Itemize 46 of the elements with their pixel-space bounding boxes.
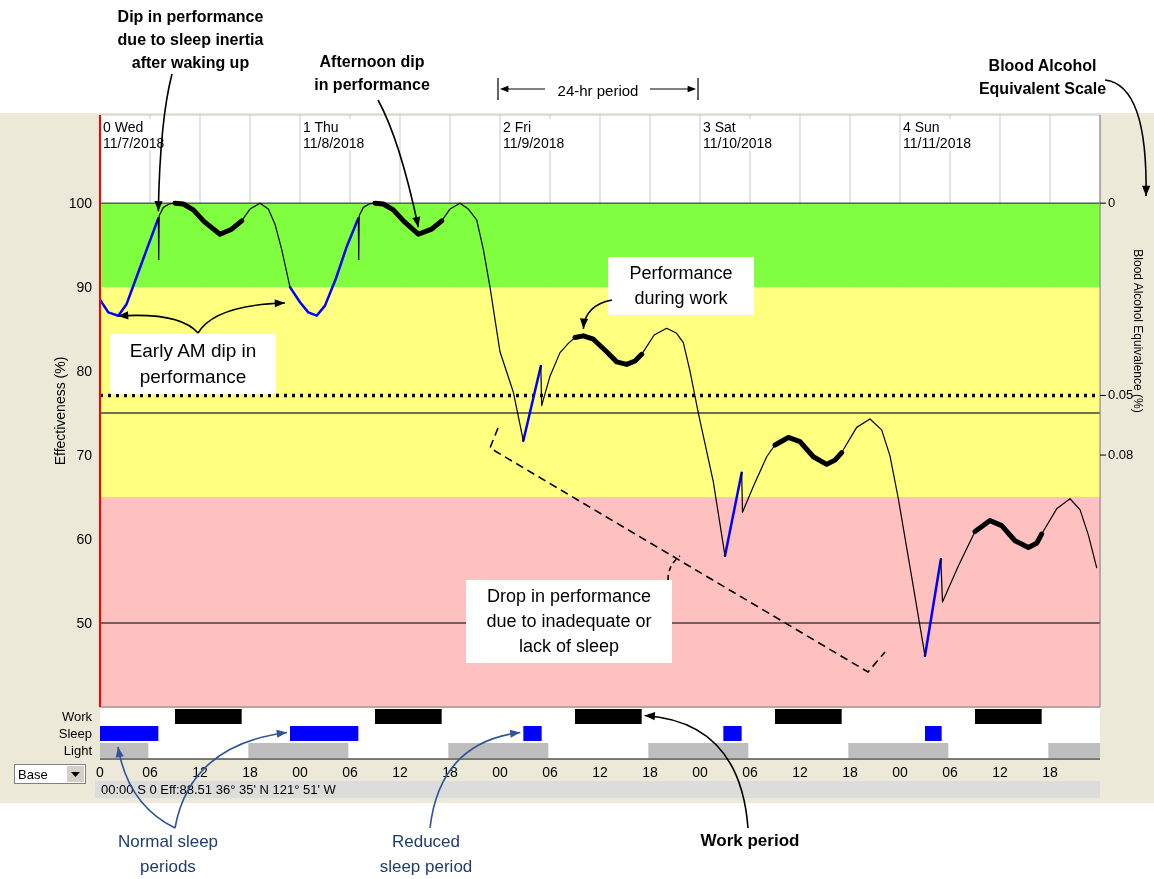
annotation: Reduced sleep period — [378, 831, 474, 878]
y-tick-label: 90 — [76, 279, 93, 296]
annotation: Dip in performance due to sleep inertia after waking up — [116, 7, 265, 73]
annotation: 3 Sat 11/10/2018 — [703, 119, 773, 151]
y-tick-label: 70 — [76, 447, 93, 464]
annotation: 0.08 — [1108, 447, 1134, 464]
annotation: Early AM dip in performance — [110, 334, 276, 394]
y-tick-label: 60 — [76, 531, 93, 548]
annotation: Work period — [699, 830, 801, 852]
annotation: Afternoon dip in performance — [313, 52, 431, 95]
y-tick-label: Light — [63, 743, 93, 759]
x-tick-label: 06 — [742, 763, 758, 780]
annotation: Drop in performance due to inadequate or lack of sleep — [466, 580, 672, 663]
x-tick-label: 12 — [792, 763, 808, 780]
x-tick-label: 18 — [1042, 763, 1058, 780]
x-tick-label: 00 — [492, 763, 508, 780]
text: 24-hr period — [556, 81, 640, 101]
annotation: Performance during work — [608, 257, 754, 315]
x-tick-label: 06 — [942, 763, 958, 780]
x-tick-label: 18 — [242, 763, 258, 780]
x-tick-label: 12 — [592, 763, 608, 780]
select-field: Base — [14, 764, 86, 784]
x-tick-label: 06 — [142, 763, 158, 780]
annotation: Normal sleep periods — [116, 831, 220, 878]
x-tick-label: 06 — [542, 763, 558, 780]
annotation: 1 Thu 11/8/2018 — [303, 119, 365, 151]
y-tick-label: 50 — [76, 615, 93, 631]
annotation: 0.05 — [1108, 387, 1134, 403]
y-tick-label: Work — [61, 709, 93, 725]
x-tick-label: 0 — [96, 763, 105, 780]
x-tick-label: 06 — [342, 763, 358, 780]
x-tick-label: 00 — [292, 763, 308, 780]
annotation: 0 — [1108, 195, 1116, 212]
x-tick-label: 12 — [392, 763, 408, 780]
y-tick-label: 100 — [68, 195, 93, 212]
y-tick-label: 80 — [76, 363, 93, 380]
y-axis-title: Effectiveness (%) — [51, 356, 68, 466]
x-tick-label: 18 — [642, 763, 658, 780]
text: Blood Alcohol Equivalent Scale — [977, 56, 1108, 99]
x-tick-label: 00 — [892, 763, 908, 780]
annotation: 4 Sun 11/11/2018 — [903, 119, 971, 151]
x-tick-label: 00 — [692, 763, 708, 780]
x-tick-label: 12 — [992, 763, 1008, 780]
y-tick-label: Sleep — [58, 726, 92, 742]
annotation: 2 Fri 11/9/2018 — [503, 119, 565, 151]
x-tick-label: 18 — [842, 763, 858, 780]
